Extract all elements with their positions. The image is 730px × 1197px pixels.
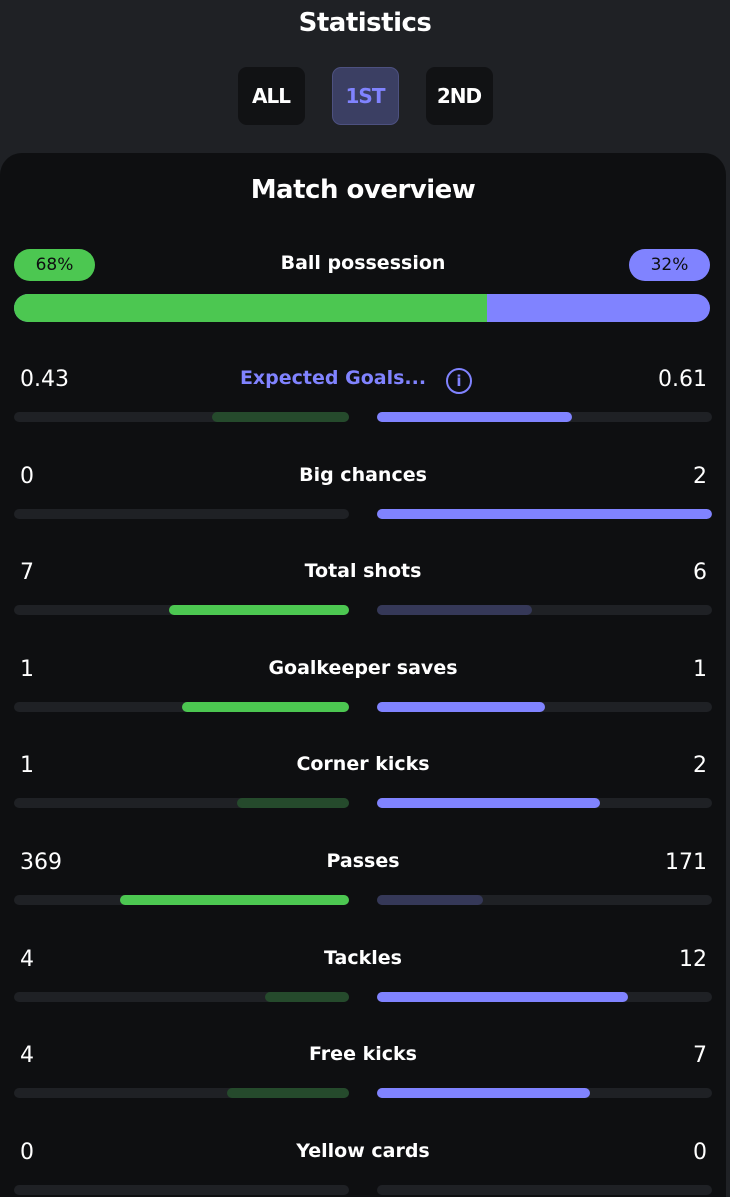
stat-label: Yellow cards	[296, 1139, 430, 1162]
away-value: 7	[693, 1043, 707, 1069]
home-possession-badge: 68%	[14, 249, 95, 281]
home-bar-fill	[227, 1088, 349, 1099]
home-bar-fill	[168, 605, 349, 616]
stat-label: Goalkeeper saves	[268, 656, 458, 679]
away-bar-fill	[377, 508, 712, 519]
stat-row: 4 Tackles 12	[0, 935, 726, 1032]
home-value: 0	[20, 1139, 34, 1165]
away-bar-track	[377, 605, 712, 616]
away-bar-track	[377, 412, 712, 422]
stat-row: 0 Big chances 2	[0, 452, 726, 549]
section-title: Match overview	[250, 175, 476, 205]
stat-row: 4 Free kicks 7	[0, 1031, 726, 1128]
away-value: 0	[693, 1139, 707, 1165]
home-bar-fill	[211, 412, 349, 422]
home-value: 4	[20, 1043, 34, 1069]
away-bar-track	[377, 798, 712, 809]
away-bar-track	[377, 701, 712, 712]
away-bar-track	[377, 1184, 712, 1195]
stat-row: 0.43 Expected Goals... 0.61 i	[0, 355, 726, 452]
home-bar-track	[14, 701, 349, 712]
stat-row: 0 Yellow cards 0	[0, 1128, 726, 1197]
stat-row: 369 Passes 171	[0, 838, 726, 935]
away-bar-fill	[377, 701, 545, 712]
stat-label: Tackles	[324, 946, 402, 969]
stat-label[interactable]: Expected Goals...	[239, 367, 427, 389]
away-value: 6	[693, 560, 707, 586]
home-bar-track	[14, 1088, 349, 1099]
period-tabs: ALL 1ST 2ND	[0, 67, 730, 125]
home-value: 1	[20, 753, 34, 779]
home-value: 1	[20, 656, 34, 682]
home-bar-track	[14, 991, 349, 1002]
away-bar-fill	[377, 991, 629, 1002]
home-bar-track	[14, 1184, 349, 1195]
match-overview-card: Match overview 68% Ball possession 32% 0…	[0, 153, 726, 1197]
stat-label: Passes	[326, 850, 400, 872]
tab-first-half[interactable]: 1ST	[331, 67, 399, 125]
away-bar-fill	[377, 895, 484, 905]
away-value: 2	[693, 463, 707, 489]
home-bar-fill	[265, 991, 349, 1002]
home-bar-track	[14, 508, 349, 519]
away-value: 171	[665, 850, 707, 875]
stat-label: Big chances	[299, 463, 427, 486]
away-value: 1	[693, 656, 707, 682]
away-value: 0.61	[658, 367, 707, 392]
away-bar-track	[377, 895, 712, 905]
home-bar-fill	[181, 701, 349, 712]
home-value: 0.43	[20, 367, 69, 392]
home-bar-track	[14, 412, 349, 422]
away-bar-track	[377, 1088, 712, 1099]
tab-second-half[interactable]: 2ND	[425, 67, 493, 125]
away-bar-fill	[377, 798, 601, 809]
page-title: Statistics	[298, 8, 432, 38]
home-possession-fill	[14, 294, 488, 322]
away-bar-fill	[377, 605, 532, 616]
stat-label: Total shots	[304, 560, 422, 583]
tab-all[interactable]: ALL	[237, 67, 305, 125]
away-bar-track	[377, 508, 712, 519]
home-bar-track	[14, 895, 349, 905]
away-value: 12	[679, 946, 707, 972]
away-bar-fill	[377, 1088, 591, 1099]
info-icon[interactable]: i	[446, 368, 472, 394]
away-possession-badge: 32%	[629, 249, 710, 281]
possession-label: Ball possession	[280, 252, 446, 274]
home-bar-track	[14, 798, 349, 809]
home-bar-fill	[237, 798, 349, 809]
stat-label: Corner kicks	[296, 753, 430, 776]
home-bar-fill	[120, 895, 349, 905]
home-value: 0	[20, 463, 34, 489]
away-bar-fill	[377, 412, 572, 422]
home-value: 4	[20, 946, 34, 972]
home-value: 369	[20, 850, 62, 875]
stat-row: 1 Corner kicks 2	[0, 741, 726, 838]
away-bar-track	[377, 991, 712, 1002]
away-value: 2	[693, 753, 707, 779]
home-value: 7	[20, 560, 34, 586]
home-bar-track	[14, 605, 349, 616]
possession-bar	[14, 294, 710, 322]
stat-row: 7 Total shots 6	[0, 548, 726, 645]
stat-label: Free kicks	[309, 1043, 417, 1066]
stat-row: 1 Goalkeeper saves 1	[0, 645, 726, 742]
